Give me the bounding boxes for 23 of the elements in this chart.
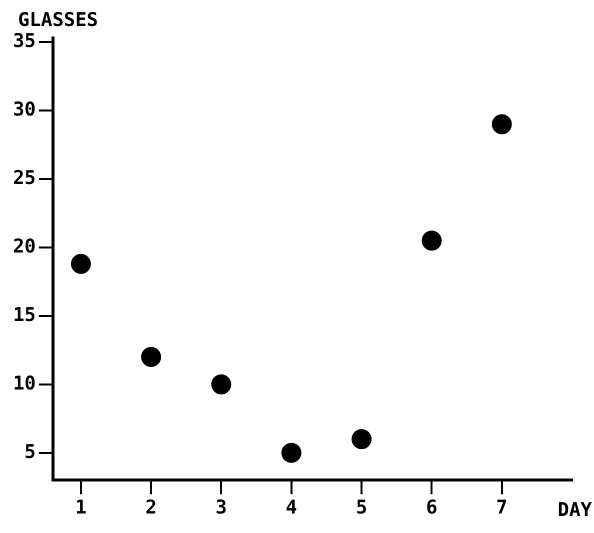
y-tick-label: 25: [12, 166, 36, 189]
y-tick-label: 20: [12, 235, 36, 258]
x-tick-label: 4: [286, 496, 298, 519]
x-tick-label: 2: [145, 496, 157, 519]
y-tick-label: 35: [12, 30, 36, 52]
x-tick-label: 7: [496, 496, 508, 519]
point: [352, 429, 372, 450]
x-axis-title: DAY: [558, 499, 593, 522]
point: [141, 346, 162, 367]
x-tick-label: 5: [356, 496, 368, 519]
y-tick-label: 10: [12, 372, 36, 394]
x-tick-label: 6: [426, 496, 438, 519]
point: [281, 442, 302, 463]
y-axis-title: GLASSES: [18, 9, 98, 31]
y-tick-label: 30: [12, 98, 36, 120]
x-tick-label: 3: [216, 496, 227, 519]
x-tick-label: 1: [75, 496, 87, 519]
point: [422, 230, 442, 251]
point: [492, 114, 512, 134]
point: [70, 254, 91, 274]
y-tick-label: 15: [12, 304, 36, 326]
point: [211, 374, 232, 394]
y-tick-label: 5: [24, 440, 36, 463]
